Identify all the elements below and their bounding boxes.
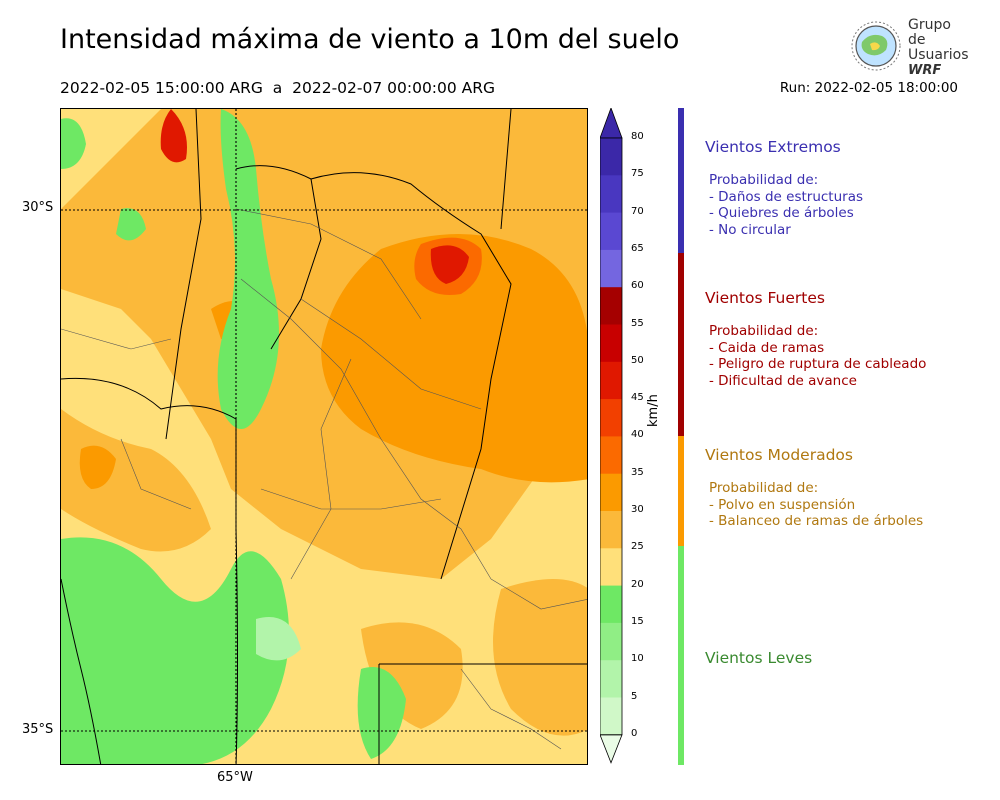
colorbar-tick-label: 60 xyxy=(631,280,644,292)
wind-zone-30-35 xyxy=(61,409,211,552)
category-extreme-desc: Probabilidad de: - Daños de estructuras … xyxy=(709,172,863,238)
desc-line: Probabilidad de: xyxy=(709,480,819,496)
colorbar-swatch xyxy=(600,697,622,736)
category-strong-title: Vientos Fuertes xyxy=(705,289,825,307)
desc-line: - Daños de estructuras xyxy=(709,188,864,205)
colorbar-swatch xyxy=(600,511,622,549)
colorbar-tick-label: 15 xyxy=(631,615,644,627)
lat-label-35s: 35°S xyxy=(22,722,54,737)
colorbar-swatch xyxy=(600,622,622,661)
colorbar-swatch xyxy=(600,287,622,325)
run-time: Run: 2022-02-05 18:00:00 xyxy=(779,80,958,96)
colorbar-tick-label: 0 xyxy=(631,727,638,739)
colorbar-unit: km/h xyxy=(646,394,661,427)
desc-line: - Caida de ramas xyxy=(709,339,825,356)
category-strong-desc: Probabilidad de: - Caida de ramas - Peli… xyxy=(709,323,926,389)
wind-zone-35-40 xyxy=(79,445,116,489)
wind-zone-15-20 xyxy=(256,617,301,661)
map-title: Intensidad máxima de viento a 10m del su… xyxy=(60,24,680,55)
colorbar-swatches xyxy=(599,106,623,764)
department-borders xyxy=(61,208,587,750)
colorbar-tick-label: 75 xyxy=(631,168,644,180)
colorbar-swatch xyxy=(600,399,622,437)
wind-zone-45-55 xyxy=(430,245,469,284)
desc-line: - No circular xyxy=(709,221,791,238)
forecast-period: 2022-02-05 15:00:00 ARG a 2022-02-07 00:… xyxy=(60,79,496,97)
colorbar-tick-label: 5 xyxy=(631,690,638,702)
wind-zone-20-25 xyxy=(61,118,86,169)
colorbar-swatch xyxy=(600,473,622,512)
colorbar-tick-label: 55 xyxy=(631,317,644,329)
colorbar-tick-label: 50 xyxy=(631,354,644,366)
light-category-bar xyxy=(678,546,684,765)
wind-map xyxy=(60,108,588,765)
colorbar-swatch xyxy=(600,585,622,624)
desc-line: - Quiebres de árboles xyxy=(709,205,854,221)
colorbar-swatch xyxy=(600,212,622,251)
wind-field xyxy=(61,109,587,764)
colorbar-tick-label: 30 xyxy=(631,504,644,515)
desc-line: - Balanceo de ramas de árboles xyxy=(709,513,924,529)
logo-line-2: Usuarios xyxy=(908,47,969,63)
logo-line-1: Grupo de xyxy=(908,17,951,48)
category-moderate-desc: Probabilidad de: - Polvo en suspensión -… xyxy=(709,480,923,530)
colorbar-tick-label: 80 xyxy=(631,131,644,142)
colorbar-tick-label: 10 xyxy=(631,653,644,665)
province-borders xyxy=(61,109,587,764)
strong-category-bar xyxy=(678,253,684,436)
moderate-category-bar xyxy=(678,436,684,546)
colorbar-tick-label: 65 xyxy=(631,242,644,254)
colorbar-swatch xyxy=(600,660,622,698)
colorbar-tick-label: 35 xyxy=(631,466,644,478)
colorbar-tick-label: 45 xyxy=(631,392,644,404)
wind-zone-30-35 xyxy=(493,579,587,736)
colorbar xyxy=(599,106,630,772)
logo-line-3: WRF xyxy=(908,63,942,78)
wind-zone-30-35 xyxy=(361,622,463,729)
colorbar-extend-bottom xyxy=(599,734,623,764)
wind-zone-20-25 xyxy=(217,109,279,429)
category-moderate-title: Vientos Moderados xyxy=(705,446,853,464)
category-extreme-title: Vientos Extremos xyxy=(705,138,841,156)
colorbar-tick-label: 40 xyxy=(631,429,644,441)
colorbar-extend-top xyxy=(599,106,623,139)
graticule xyxy=(61,109,587,764)
wind-zone-35-40 xyxy=(160,109,187,163)
colorbar-tick-label: 20 xyxy=(631,578,644,590)
colorbar-swatch xyxy=(600,175,622,214)
colorbar-swatch xyxy=(600,548,622,587)
colorbar-tick-label: 25 xyxy=(631,541,644,553)
colorbar-swatch xyxy=(600,249,622,288)
grupo-usuarios-wrf-logo: Grupo de Usuarios WRF xyxy=(848,17,969,78)
extreme-category-bar xyxy=(678,108,684,253)
colorbar-swatch xyxy=(600,324,622,363)
colorbar-swatch xyxy=(600,436,622,475)
colorbar-swatch xyxy=(600,361,622,400)
lat-label-30s: 30°S xyxy=(22,200,54,215)
desc-line: - Peligro de ruptura de cableado xyxy=(709,356,927,372)
wind-zone-35-40 xyxy=(321,234,587,483)
desc-line: - Dificultad de avance xyxy=(709,372,857,389)
colorbar-frame xyxy=(599,137,623,736)
globe-logo-icon xyxy=(851,21,901,71)
desc-line: Probabilidad de: xyxy=(709,172,819,188)
desc-line: Probabilidad de: xyxy=(709,323,819,339)
colorbar-tick-label: 70 xyxy=(631,205,644,217)
lon-label-65w: 65°W xyxy=(217,770,253,785)
category-light-title: Vientos Leves xyxy=(705,649,813,667)
wind-zone-20-25 xyxy=(357,667,406,759)
wind-zone-20-25 xyxy=(61,537,289,764)
desc-line: - Polvo en suspensión xyxy=(709,496,856,513)
colorbar-swatch xyxy=(600,138,622,176)
wind-zone-20-25 xyxy=(116,208,146,241)
